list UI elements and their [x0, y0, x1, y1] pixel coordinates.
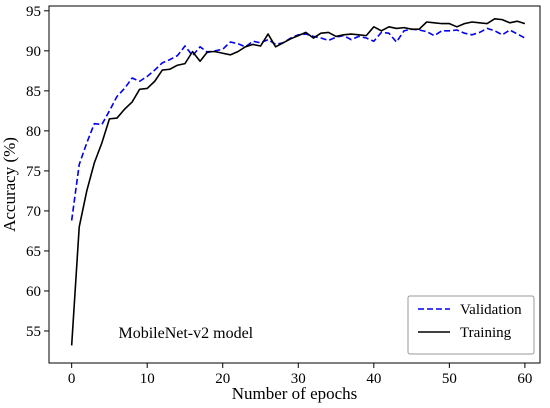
x-axis-label: Number of epochs [232, 384, 358, 403]
x-tick-label: 50 [442, 371, 457, 387]
x-tick-label: 60 [517, 371, 532, 387]
y-tick-label: 75 [26, 164, 41, 180]
y-axis-label: Accuracy (%) [0, 137, 19, 232]
series-line-training [70, 18, 526, 346]
y-tick-label: 60 [26, 284, 41, 300]
x-tick-label: 0 [68, 371, 76, 387]
y-tick-label: 90 [26, 44, 41, 60]
legend: Validation Training [407, 295, 535, 355]
plot-frame [48, 5, 541, 364]
y-axis-ticks: 55 60 65 70 75 80 85 90 95 [26, 4, 49, 340]
x-axis-ticks: 0 10 20 30 40 50 60 [68, 363, 532, 387]
x-tick-label: 30 [291, 371, 306, 387]
y-tick-label: 70 [26, 204, 41, 220]
y-tick-label: 65 [26, 244, 41, 260]
legend-label-validation: Validation [460, 302, 522, 318]
x-tick-label: 20 [215, 371, 230, 387]
legend-box [407, 295, 535, 355]
y-tick-label: 95 [26, 4, 41, 20]
plot-lines [70, 18, 526, 346]
y-tick-label: 80 [26, 124, 41, 140]
legend-label-training: Training [460, 325, 512, 341]
y-tick-label: 85 [26, 84, 41, 100]
y-tick-label: 55 [26, 324, 41, 340]
model-annotation: MobileNet-v2 model [118, 325, 253, 342]
x-tick-label: 10 [140, 371, 155, 387]
x-tick-label: 40 [366, 371, 381, 387]
